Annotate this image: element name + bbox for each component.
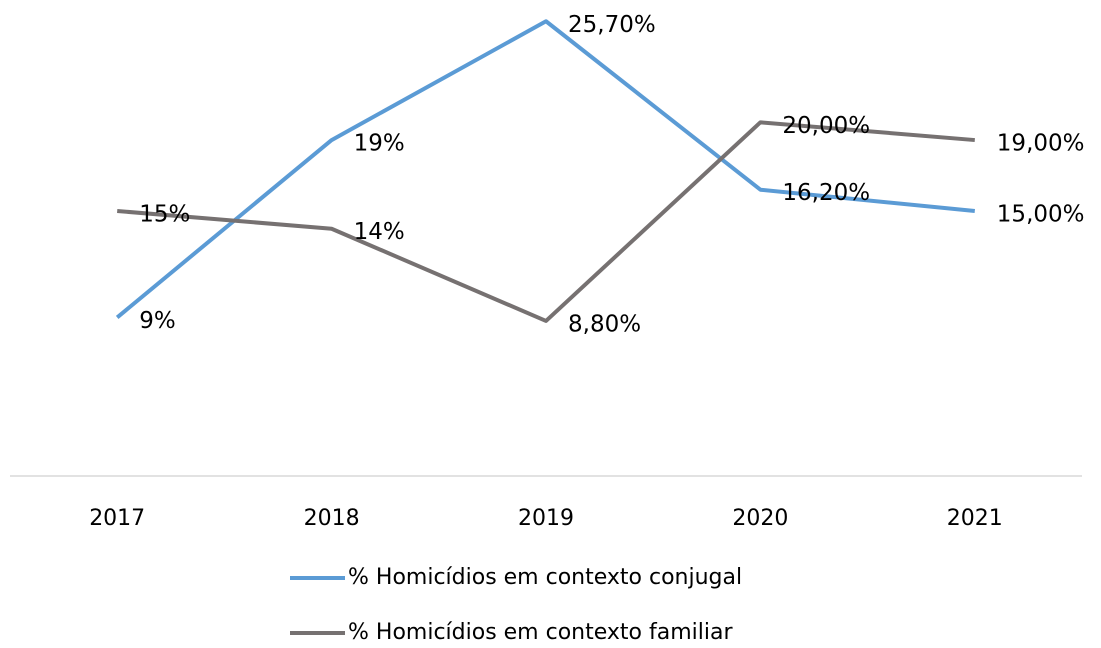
x-tick-label: 2020 (732, 506, 788, 531)
data-label: 8,80% (568, 311, 641, 337)
data-label: 14% (354, 219, 405, 245)
data-label: 20,00% (782, 113, 870, 139)
legend-label: % Homicídios em contexto familiar (348, 620, 733, 645)
series-line (115, 19, 975, 319)
x-tick-label: 2017 (89, 506, 145, 531)
legend-label: % Homicídios em contexto conjugal (348, 565, 742, 590)
data-label: 15% (139, 202, 190, 228)
x-tick-label: 2019 (518, 506, 574, 531)
series-line (117, 120, 975, 323)
x-tick-label: 2018 (304, 506, 360, 531)
data-label: 25,70% (568, 12, 656, 38)
data-label: 19,00% (997, 131, 1085, 157)
data-label: 16,20% (782, 180, 870, 206)
data-label: 15,00% (997, 202, 1085, 228)
x-tick-label: 2021 (947, 506, 1003, 531)
data-label: 19% (354, 131, 405, 157)
data-label: 9% (139, 308, 176, 334)
